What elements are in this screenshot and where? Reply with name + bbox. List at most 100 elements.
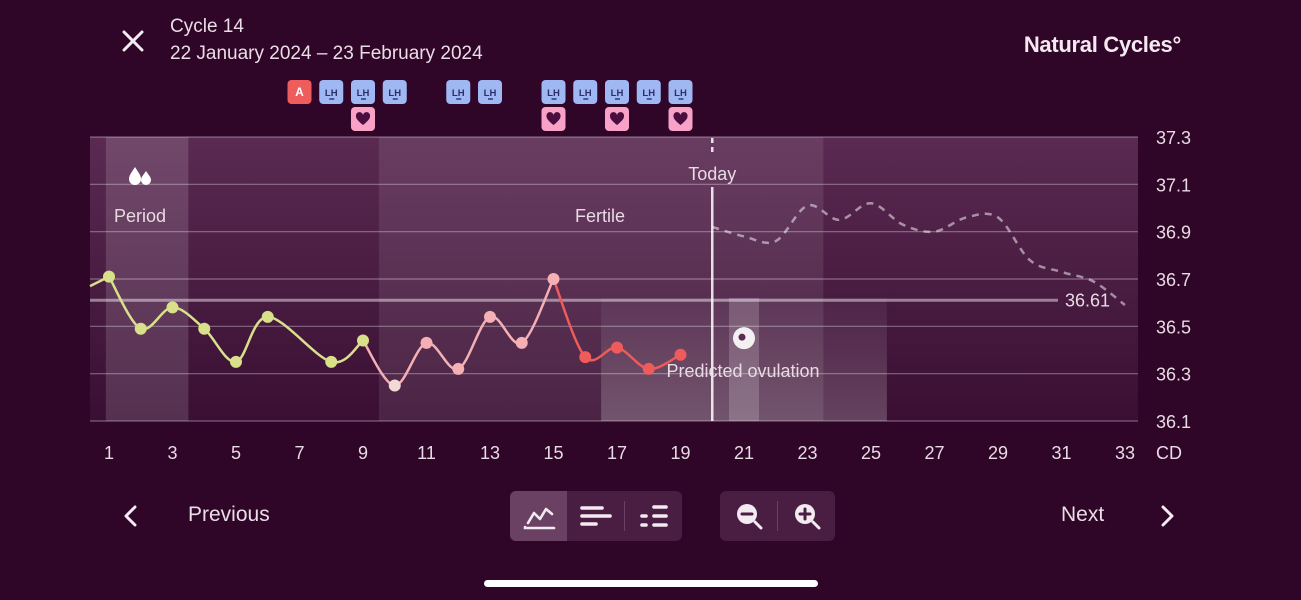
x-tick-label: 25 <box>861 443 881 463</box>
x-tick-label: 11 <box>417 443 436 463</box>
ovulation-window <box>601 297 887 421</box>
bar-view-icon <box>579 506 612 526</box>
brand-logo: Natural Cycles° <box>1023 32 1181 57</box>
view-divider <box>624 501 625 531</box>
temperature-point <box>452 362 465 375</box>
badge-label: LH <box>325 88 338 99</box>
x-tick-label: 1 <box>104 443 114 463</box>
temperature-point <box>674 348 687 361</box>
badge-label: LH <box>357 88 370 99</box>
zoom-in-button[interactable] <box>778 491 835 541</box>
temperature-point <box>579 351 592 364</box>
heart-badge <box>605 107 629 131</box>
chevron-left-icon[interactable] <box>118 502 142 530</box>
lh-badge: LH <box>541 80 566 104</box>
temperature-point <box>325 355 338 368</box>
zoom-out-button[interactable] <box>720 491 777 541</box>
temperature-point <box>547 273 560 285</box>
dots-view-button[interactable] <box>625 491 682 541</box>
temperature-chart[interactable]: 37.3 37.1 36.9 36.7 36.5 36.3 36.1 1 3 5 7 9 11 13 15 1… <box>0 70 1301 470</box>
x-tick-label: 33 <box>1115 443 1135 463</box>
lh-badge: LH <box>446 80 471 104</box>
badge-label: LH <box>547 88 560 99</box>
zoom-out-icon <box>736 504 762 530</box>
badge-label: LH <box>484 88 497 99</box>
x-tick-label: 31 <box>1051 443 1071 463</box>
temperature-point <box>611 341 623 354</box>
lh-badge: LH <box>573 80 598 104</box>
temperature-point <box>388 379 401 392</box>
lh-badge: LH <box>478 80 502 104</box>
x-tick-label: 27 <box>924 443 944 463</box>
temperature-point <box>515 336 528 349</box>
previous-button[interactable]: Previous <box>188 503 270 526</box>
heart-icon <box>546 112 561 125</box>
x-tick-label: 5 <box>231 443 241 463</box>
lh-badge: LH <box>382 80 407 104</box>
x-tick-label: 15 <box>543 443 563 463</box>
predicted-temperature-line <box>711 202 1126 307</box>
temperature-point <box>198 322 211 335</box>
temperature-point <box>420 336 433 349</box>
x-tick-label: 21 <box>734 443 754 463</box>
temperature-point <box>134 322 147 335</box>
ovulation-day-highlight <box>729 297 759 421</box>
y-tick-label: 36.7 <box>1156 270 1191 290</box>
dots-view-icon <box>639 505 668 527</box>
badge-label: LH <box>642 88 655 99</box>
lh-badge: LH <box>636 80 661 104</box>
heart-badge <box>351 107 375 131</box>
temperature-point <box>166 301 179 314</box>
heart-icon <box>609 112 625 125</box>
x-tick-label: 13 <box>480 443 500 463</box>
badge-label: A <box>295 85 304 99</box>
lh-badge: LH <box>668 80 693 104</box>
temperature-point <box>484 310 496 323</box>
fertile-label: Fertile <box>575 206 625 226</box>
badge-label: LH <box>611 88 624 99</box>
bar-view-button[interactable] <box>567 491 624 541</box>
temperature-point <box>261 310 274 323</box>
period-label: Period <box>114 206 166 226</box>
heart-badge <box>541 107 566 131</box>
today-label: Today <box>688 164 736 184</box>
cycle-title: Cycle 14 <box>170 16 244 37</box>
chevron-right-icon[interactable] <box>1156 502 1180 530</box>
x-unit-label: CD <box>1156 443 1182 463</box>
zoom-in-icon <box>794 504 820 530</box>
view-mode-selector <box>510 491 682 541</box>
temperature-point <box>103 270 115 283</box>
a-badge: A <box>287 80 312 104</box>
y-tick-label: 36.5 <box>1156 317 1191 337</box>
temperature-point <box>642 362 655 375</box>
x-tick-label: 3 <box>167 443 177 463</box>
lh-badge: LH <box>605 80 629 104</box>
lh-badge: LH <box>319 80 344 104</box>
ovulation-icon <box>733 327 755 350</box>
cycle-dates: 22 January 2024 – 23 February 2024 <box>170 43 483 64</box>
heart-icon <box>673 112 688 125</box>
heart-badge <box>668 107 693 131</box>
close-button[interactable] <box>118 26 148 56</box>
x-tick-label: 7 <box>294 443 304 463</box>
drops-icon <box>129 167 151 185</box>
next-button[interactable]: Next <box>1061 503 1105 526</box>
badge-label: LH <box>579 88 592 99</box>
badge-label: LH <box>452 88 465 99</box>
graph-view-icon <box>523 507 555 530</box>
x-tick-label: 23 <box>797 443 817 463</box>
x-tick-label: 9 <box>358 443 368 463</box>
temperature-point <box>357 334 369 347</box>
bottom-navigation: Previous <box>0 490 1301 542</box>
x-tick-label: 29 <box>988 443 1008 463</box>
graph-view-button[interactable] <box>510 491 567 541</box>
lh-badge: LH <box>351 80 375 104</box>
close-icon <box>122 30 144 52</box>
zoom-controls <box>720 491 835 541</box>
x-tick-label: 17 <box>607 443 627 463</box>
y-tick-label: 37.1 <box>1156 175 1191 195</box>
zoom-divider <box>777 501 778 531</box>
temperature-chart-svg: 37.337.136.936.736.536.336.11 3 5 7 9 11 13 15 1… <box>89 80 1191 463</box>
coverline-label: 36.61 <box>1065 290 1110 310</box>
predicted-ovulation-label: Predicted ovulation <box>666 361 819 381</box>
